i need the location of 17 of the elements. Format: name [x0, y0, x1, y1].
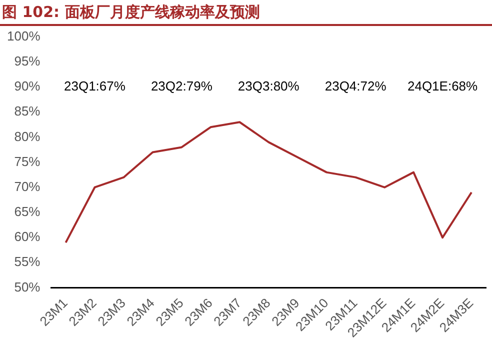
y-tick-label: 90%: [14, 78, 41, 94]
y-tick-label: 60%: [14, 229, 41, 244]
annotation: 23Q3:80%: [238, 78, 300, 94]
annotation: 23Q2:79%: [150, 78, 213, 94]
y-tick-label: 80%: [14, 128, 41, 144]
annotation: 24Q1E:68%: [407, 78, 478, 94]
y-tick-label: 100%: [7, 28, 41, 44]
y-tick-label: 95%: [14, 53, 41, 68]
y-tick-label: 70%: [14, 178, 41, 194]
y-tick-label: 85%: [14, 104, 41, 119]
y-tick-label: 75%: [14, 154, 41, 169]
y-tick-label: 65%: [14, 204, 41, 220]
y-tick-label: 50%: [14, 279, 41, 294]
y-tick-label: 55%: [14, 254, 41, 270]
annotation: 23Q1:67%: [64, 78, 126, 94]
annotation: 23Q4:72%: [324, 78, 387, 94]
chart-title: 图 102: 面板厂月度产线稼动率及预测: [0, 0, 492, 26]
